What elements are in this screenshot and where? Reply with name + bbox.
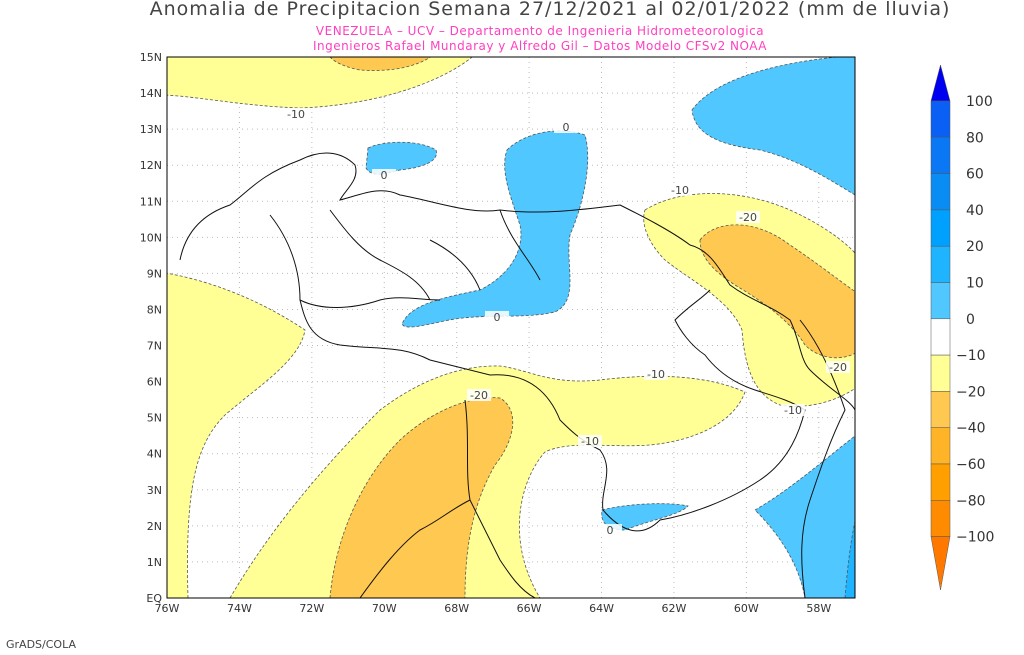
colorbar-label: 10 — [966, 276, 984, 292]
contour-label: -10 — [647, 368, 665, 381]
contour-fill-pos-northeast — [691, 57, 855, 196]
contour-label: -10 — [581, 435, 599, 448]
colorbar-label: −40 — [956, 421, 986, 437]
lat-tick-label: 15N — [140, 51, 162, 64]
lon-tick-label: 64W — [589, 602, 614, 615]
colorbar-segment — [930, 137, 951, 174]
lat-tick-label: 3N — [147, 484, 162, 497]
lat-tick-label: 7N — [147, 340, 162, 353]
contour-label: 0 — [607, 524, 614, 537]
lon-tick-label: 76W — [155, 602, 180, 615]
contour-label: -10 — [784, 404, 802, 417]
colorbar-segment — [930, 318, 951, 356]
colorbar-label: 40 — [966, 203, 984, 219]
lat-tick-label: 12N — [140, 159, 162, 172]
colorbar-segment — [930, 500, 951, 537]
colorbar-top-arrow — [930, 64, 951, 102]
coastline-and-borders — [179, 152, 855, 598]
colorbar-label: −60 — [956, 457, 986, 473]
colorbar-segment — [930, 173, 951, 211]
lat-tick-label: 10N — [140, 231, 162, 244]
colorbar-label: −80 — [956, 493, 986, 509]
colorbar-label: 20 — [966, 239, 984, 255]
lon-tick-label: 58W — [806, 602, 831, 615]
contour-label: -10 — [671, 184, 689, 197]
contour-label: 0 — [494, 311, 501, 324]
colorbar-label: −100 — [956, 530, 994, 546]
lat-tick-label: 1N — [147, 556, 162, 569]
contour-fill-pos-central — [401, 130, 589, 328]
contour-label: 0 — [563, 121, 570, 134]
map-frame — [166, 56, 856, 599]
contour-label: 0 — [381, 169, 388, 182]
contour-fill-neg10-east — [643, 193, 855, 407]
lon-tick-label: 62W — [662, 602, 687, 615]
contour-fill-pos-north-islands — [365, 141, 437, 175]
contour-label: -20 — [470, 389, 488, 402]
contour-fill-neg20-top — [329, 57, 432, 71]
colorbar-segment — [930, 391, 951, 428]
colorbar-segment — [930, 427, 951, 465]
contour-fill-pos-far-southeast — [844, 519, 855, 598]
colorbar-bottom-arrow — [930, 536, 951, 591]
lat-tick-label: 5N — [147, 412, 162, 425]
lon-tick-label: 74W — [227, 602, 252, 615]
colorbar-segment — [930, 100, 951, 138]
lat-tick-label: EQ — [146, 592, 162, 605]
lat-tick-label: 8N — [147, 303, 162, 316]
lon-tick-label: 66W — [517, 602, 542, 615]
lat-tick-label: 2N — [147, 520, 162, 533]
lat-tick-label: 14N — [140, 87, 162, 100]
colorbar-label: 60 — [966, 167, 984, 183]
contour-fill-neg10-left — [167, 272, 306, 598]
colorbar-segment — [930, 245, 951, 283]
lon-tick-label: 72W — [299, 602, 324, 615]
lon-tick-label: 70W — [372, 602, 397, 615]
lat-tick-label: 13N — [140, 123, 162, 136]
colorbar-label: −20 — [956, 384, 986, 400]
map-title: Anomalia de Precipitacion Semana 27/12/2… — [149, 0, 951, 20]
contour-fill-neg10-top-left — [167, 57, 473, 109]
lon-tick-label: 60W — [734, 602, 759, 615]
colorbar-segment — [930, 209, 951, 247]
contour-label: -20 — [739, 211, 757, 224]
map-area: -10 0 0 0 0 -10 -20 -20 -10 -10 -20 -10 — [167, 57, 855, 598]
contour-label: -20 — [829, 361, 847, 374]
colorbar-label: −10 — [956, 348, 986, 364]
contour-fill-neg20-east — [699, 224, 855, 359]
lat-tick-label: 6N — [147, 376, 162, 389]
colorbar-label: 80 — [966, 130, 984, 146]
subtitle-institution: VENEZUELA – UCV – Departamento de Ingeni… — [315, 24, 765, 38]
contour-label: -10 — [287, 108, 305, 121]
colorbar-segment — [930, 354, 951, 392]
lon-tick-label: 68W — [444, 602, 469, 615]
grads-credit: GrADS/COLA — [6, 638, 76, 651]
colorbar-label: 0 — [966, 312, 975, 328]
lat-tick-label: 9N — [147, 267, 162, 280]
colorbar-segment — [930, 463, 951, 501]
subtitle-authors: Ingenieros Rafael Mundaray y Alfredo Gil… — [312, 39, 768, 53]
lat-tick-label: 4N — [147, 448, 162, 461]
colorbar-segment — [930, 282, 951, 320]
lat-tick-label: 11N — [140, 195, 162, 208]
colorbar-label: 100 — [966, 94, 993, 110]
